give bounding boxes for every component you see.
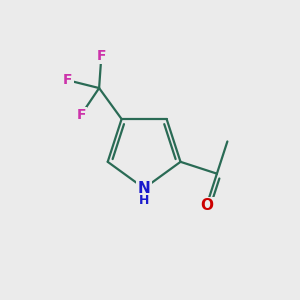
Text: H: H [139,194,149,207]
Text: F: F [97,49,106,63]
Text: F: F [76,108,86,122]
Text: N: N [138,181,151,196]
Text: F: F [63,73,72,87]
Text: O: O [200,198,213,213]
